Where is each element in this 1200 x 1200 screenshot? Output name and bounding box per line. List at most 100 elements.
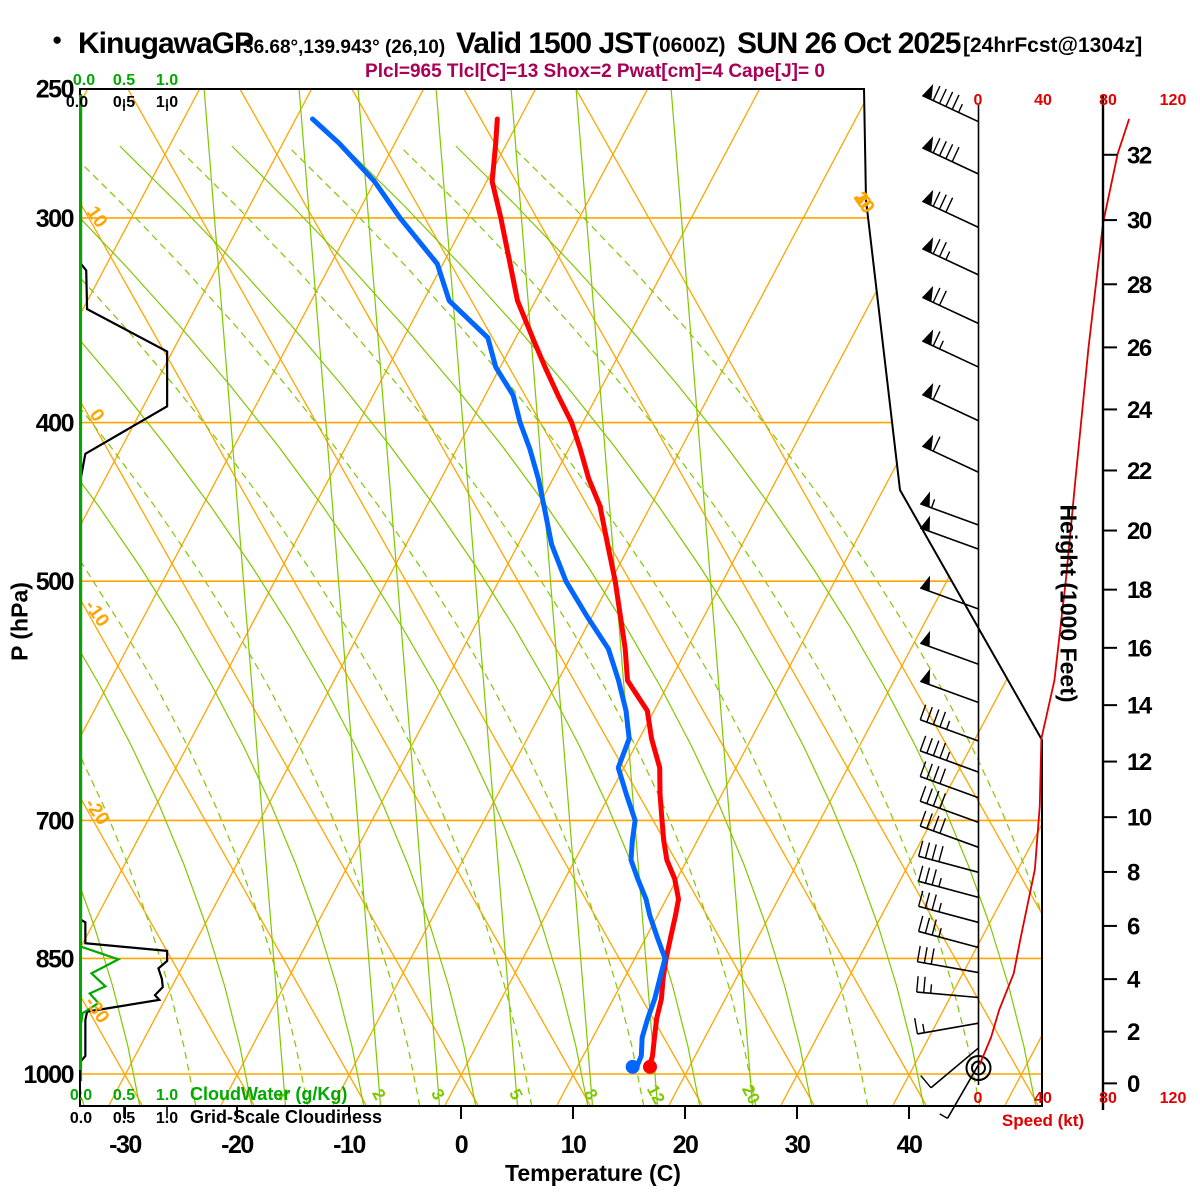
temp-tick-label: 0 (455, 1131, 468, 1159)
saturated-adiabat-line (80, 145, 477, 1106)
pressure-tick-label: 400 (36, 410, 74, 438)
cloudwater-scale-number: 1.0 (156, 1087, 178, 1104)
mixing-ratio-line (670, 89, 754, 1106)
wind-barb (921, 285, 979, 325)
saturated-adiabat-line (231, 145, 813, 1106)
isotherm-line (80, 89, 425, 1106)
wind-barb (917, 915, 979, 949)
height-tick-label: 8 (1127, 859, 1140, 886)
dry-adiabat-line (351, 89, 928, 1106)
dry-adiabat-line (239, 89, 816, 1106)
height-tick-label: 2 (1127, 1019, 1140, 1046)
height-tick-label: 16 (1127, 635, 1152, 662)
height-tick-label: 22 (1127, 458, 1152, 485)
mixing-ratio-line (357, 89, 441, 1106)
temp-tick-label: -10 (333, 1131, 365, 1159)
height-tick-label: 30 (1127, 208, 1152, 235)
speed-axis-label: Speed (kt) (1001, 1111, 1085, 1130)
pressure-axis-label: P (hPa) (6, 582, 33, 661)
wind-barb (917, 890, 979, 924)
dry-adiabat-line (575, 89, 1042, 1106)
wind-barb (917, 865, 979, 899)
temp-tick-label: 40 (897, 1131, 922, 1159)
isotherm-line (892, 89, 1042, 1106)
speed-tick-label: 0 (974, 1090, 983, 1107)
pressure-tick-label: 1000 (23, 1061, 73, 1089)
wind-barb (916, 976, 979, 999)
dry-adiabat-label: 10 (82, 203, 111, 232)
mixing-ratio-line (203, 89, 287, 1106)
temp-tick-label: 20 (673, 1131, 698, 1159)
cloudwater-scale-number: 0.0 (73, 72, 95, 89)
cloudiness-scale-label: Grid-Scale Cloudiness (190, 1107, 383, 1127)
height-tick-label: 10 (1127, 805, 1152, 832)
wind-barb (920, 1047, 980, 1089)
speed-tick-label: 40 (1034, 1090, 1052, 1107)
wind-barb (939, 1064, 980, 1119)
pressure-tick-label: 500 (36, 568, 74, 596)
isotherm-line (556, 89, 1042, 1106)
surface-temp-dot (642, 1059, 657, 1074)
cloudwater-scale-label: CloudWater (g/Kg) (190, 1084, 348, 1104)
dry-adiabat-label: -10 (80, 596, 113, 631)
speed-tick-label: 0 (974, 92, 983, 109)
dry-adiabat-line (463, 89, 1040, 1106)
saturated-adiabat-line (80, 145, 253, 1106)
temp-tick-label: 10 (561, 1131, 586, 1159)
wind-barb (921, 434, 979, 474)
height-tick-label: 12 (1127, 749, 1152, 776)
saturated-adiabat-line (343, 145, 925, 1106)
dry-adiabat-line (80, 89, 480, 1106)
height-tick-label: 26 (1127, 335, 1152, 362)
mixing-ratio-label: 5 (505, 1086, 526, 1103)
mixing-ratio-label: 8 (580, 1086, 601, 1103)
saturated-adiabat-dashed-line (399, 145, 981, 1106)
isotherm-line (108, 89, 649, 1106)
forecast-reference: [24hrFcst@1304z] (963, 34, 1143, 57)
temp-tick-label: -20 (221, 1131, 253, 1159)
mixing-ratio-label: 2 (368, 1086, 389, 1103)
valid-time: Valid 1500 JST (456, 27, 651, 60)
pressure-tick-label: 850 (36, 945, 74, 973)
mixing-ratio-line (435, 89, 519, 1106)
wind-barb (919, 491, 979, 526)
surface-dewpoint-dot (625, 1059, 640, 1074)
wind-barb (919, 785, 979, 824)
wind-barb (921, 83, 979, 123)
saturated-adiabat-line (80, 145, 365, 1106)
cloudwater-profile (80, 94, 122, 1082)
speed-tick-label: 120 (1160, 1090, 1187, 1107)
station-circle-icon (965, 1055, 992, 1081)
cloudiness-profile (80, 94, 169, 1062)
height-tick-label: 0 (1127, 1071, 1140, 1098)
dry-adiabat-line (80, 89, 592, 1106)
station-name: KinugawaGP (78, 27, 254, 60)
height-tick-label: 24 (1127, 397, 1153, 424)
temp-tick-label: -30 (109, 1131, 141, 1159)
isotherm-line (668, 89, 1042, 1106)
cloudwater-scale-number: 0.5 (113, 1087, 135, 1104)
cloudiness-scale-number: 0.0 (66, 94, 88, 111)
wind-barb (919, 668, 979, 704)
station-coords: 36.68°,139.943° (26,10) (243, 37, 446, 58)
cloudwater-scale-number: 1.0 (156, 72, 178, 89)
wind-barb (916, 945, 979, 974)
dry-adiabat-line (127, 89, 704, 1106)
wind-barb (919, 575, 979, 610)
dry-adiabat-line (80, 89, 368, 1106)
temp-tick-label: 30 (785, 1131, 810, 1159)
height-axis-label: Height (1000 Feet) (1055, 504, 1082, 703)
speed-tick-label: 40 (1034, 92, 1052, 109)
speed-profile-line (978, 118, 1130, 1066)
cloudiness-scale-number: 0.5 (113, 1110, 135, 1127)
saturated-adiabat-dashed-line (80, 145, 309, 1106)
saturated-adiabat-line (455, 145, 1037, 1106)
wind-barb (921, 189, 979, 229)
mixing-ratio-line (298, 89, 382, 1106)
saturated-adiabat-dashed-line (175, 145, 757, 1106)
isotherm-line (80, 89, 313, 1106)
saturated-adiabat-line (80, 145, 141, 1106)
valid-date: SUN 26 Oct 2025 (737, 27, 961, 60)
cloudwater-scale-number: 0.5 (113, 72, 135, 89)
